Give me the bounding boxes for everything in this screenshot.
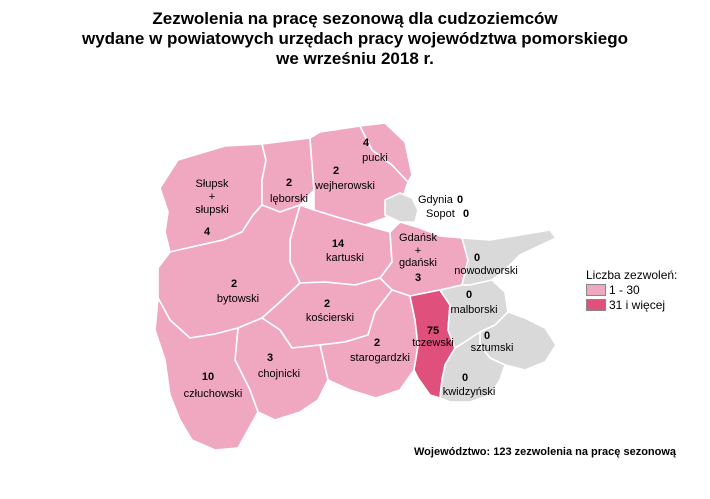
district-kwidzynski [439, 331, 506, 403]
value-slupsk: 4 [204, 226, 211, 238]
label-bytowski: bytowski [217, 293, 259, 305]
value-gdansk: 3 [415, 272, 421, 284]
district-nowodworski [461, 229, 557, 286]
legend-swatch-low [586, 284, 606, 296]
label-starogardzki: starogardzki [350, 352, 410, 364]
legend-item-low: 1 - 30 [586, 283, 677, 297]
value-nowodworski: 0 [474, 252, 480, 264]
label-slupsk-2: + [209, 191, 215, 203]
label-gdynia: Gdynia [418, 194, 454, 206]
label-slupsk-1: Słupsk [195, 178, 229, 190]
title-line-2: wydane w powiatowych urzędach pracy woje… [81, 29, 628, 48]
label-kartuski: kartuski [326, 252, 364, 264]
value-kwidzynski: 0 [462, 372, 468, 384]
map-title: Zezwolenia na pracę sezonową dla cudzozi… [0, 9, 710, 69]
legend-label-high: 31 i więcej [609, 298, 666, 312]
value-sopot: 0 [463, 208, 469, 220]
value-starogardzki: 2 [374, 337, 380, 349]
label-wejherowski: wejherowski [314, 180, 375, 192]
total-summary: Województwo: 123 zezwolenia na pracę sez… [414, 446, 677, 458]
value-chojnicki: 3 [267, 352, 273, 364]
value-czluchowski: 10 [202, 371, 214, 383]
value-koscierski: 2 [324, 298, 330, 310]
value-bytowski: 2 [231, 278, 237, 290]
label-slupsk-3: słupski [195, 204, 229, 216]
label-pucki: pucki [362, 152, 388, 164]
district-pucki [359, 122, 413, 183]
title-line-1: Zezwolenia na pracę sezonową dla cudzozi… [152, 9, 558, 28]
value-pucki: 4 [363, 137, 370, 149]
district-czluchowski [154, 297, 259, 451]
value-sztumski: 0 [484, 330, 490, 342]
label-leborski: lęborski [270, 193, 308, 205]
label-gdansk-2: + [415, 245, 421, 257]
label-chojnicki: chojnicki [258, 368, 300, 380]
label-nowodworski: nowodworski [454, 265, 518, 277]
map-labels: Słupsk + słupski 4 2 lęborski 2 wejherow… [184, 137, 518, 400]
map-legend: Liczba zezwoleń: 1 - 30 31 i więcej [586, 268, 677, 312]
value-wejherowski: 2 [333, 165, 339, 177]
label-sopot: Sopot [426, 208, 455, 220]
value-gdynia: 0 [457, 194, 463, 206]
label-malborski: malborski [450, 304, 497, 316]
value-kartuski: 14 [332, 238, 345, 250]
label-koscierski: kościerski [306, 312, 354, 324]
label-kwidzynski: kwidzyński [443, 386, 496, 398]
value-leborski: 2 [286, 177, 292, 189]
value-malborski: 0 [466, 289, 472, 301]
district-gdynia-sopot [384, 192, 419, 223]
label-tczewski: tczewski [412, 337, 454, 349]
label-czluchowski: człuchowski [184, 388, 243, 400]
label-gdansk-1: Gdańsk [399, 232, 437, 244]
label-gdansk-3: gdański [399, 257, 437, 269]
legend-item-high: 31 i więcej [586, 298, 677, 312]
legend-title: Liczba zezwoleń: [586, 268, 678, 282]
title-line-3: we wrześniu 2018 r. [276, 49, 434, 68]
label-sztumski: sztumski [471, 342, 514, 354]
value-tczewski: 75 [427, 325, 439, 337]
legend-swatch-high [586, 299, 606, 311]
legend-label-low: 1 - 30 [609, 283, 640, 297]
